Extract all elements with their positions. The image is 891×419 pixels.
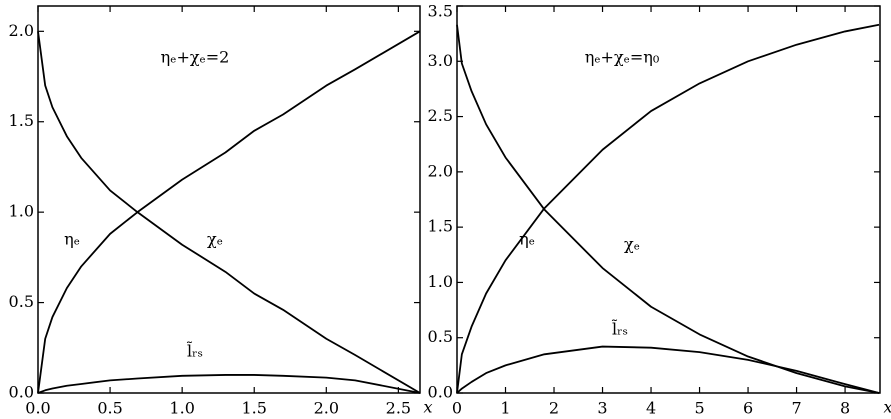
x-tick-label: 1 — [500, 399, 510, 418]
plot-frame — [37, 5, 421, 394]
x-axis-label: x — [423, 398, 432, 417]
x-tick-label: 0.5 — [97, 399, 122, 418]
y-tick-label: 2.5 — [428, 106, 453, 125]
y-tick-label: 1.0 — [9, 202, 34, 221]
y-tick-label: 0.0 — [9, 383, 34, 402]
y-tick-label: 1.5 — [428, 217, 453, 236]
annotation: ηₑ+χₑ=2 — [161, 48, 230, 67]
curve-label: l̃ᵣₛ — [187, 341, 204, 360]
y-tick-label: 0.5 — [428, 327, 453, 346]
x-tick-label: 2.0 — [314, 399, 339, 418]
x-tick-label: 2 — [549, 399, 559, 418]
x-tick-label: 6 — [743, 399, 753, 418]
curve-label: χₑ — [624, 235, 640, 254]
curve — [37, 374, 421, 394]
y-tick-label: 3.0 — [428, 51, 453, 70]
y-tick-label: 0.5 — [9, 292, 34, 311]
curve-label: χₑ — [207, 230, 223, 249]
y-tick-label: 3.5 — [428, 2, 453, 21]
curve — [456, 345, 880, 394]
y-tick-label: 1.0 — [428, 272, 453, 291]
curve — [456, 23, 880, 394]
curve — [456, 24, 880, 394]
x-tick-label: 3 — [597, 399, 607, 418]
x-tick-label: 2.5 — [386, 399, 411, 418]
curve-label: ηₑ — [64, 230, 80, 249]
curve — [37, 30, 421, 394]
y-tick-label: 2.0 — [428, 161, 453, 180]
x-tick-label: 1.5 — [241, 399, 266, 418]
annotation: ηₑ+χₑ=η₀ — [585, 48, 659, 67]
plot-frame — [456, 5, 881, 394]
x-tick-label: 0 — [452, 399, 462, 418]
x-tick-label: 8 — [840, 399, 850, 418]
curve — [37, 31, 421, 394]
x-tick-label: 5 — [694, 399, 704, 418]
curve-label: l̃ᵣₛ — [612, 319, 629, 338]
x-tick-label: 0.0 — [25, 399, 50, 418]
curve-label: ηₑ — [519, 230, 535, 249]
x-axis-label: x — [883, 398, 891, 417]
x-tick-label: 7 — [791, 399, 801, 418]
y-tick-label: 1.5 — [9, 111, 34, 130]
x-tick-label: 4 — [646, 399, 656, 418]
y-tick-label: 2.0 — [9, 21, 34, 40]
y-tick-label: 0.0 — [428, 383, 453, 402]
x-tick-label: 1.0 — [169, 399, 194, 418]
